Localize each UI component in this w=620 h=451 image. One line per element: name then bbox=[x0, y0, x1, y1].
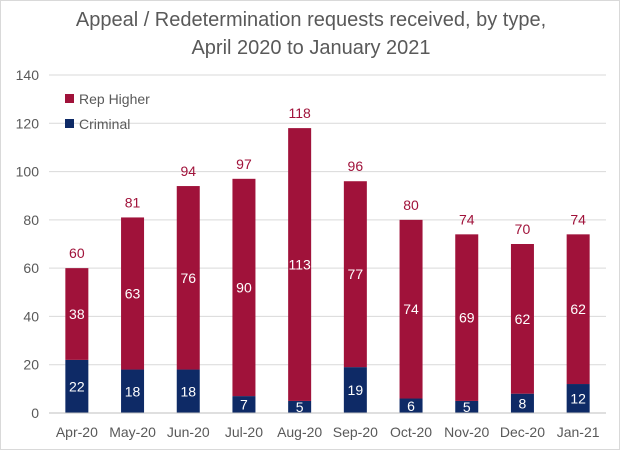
segment-value-label: 77 bbox=[348, 266, 364, 282]
bar-rep-higher bbox=[343, 181, 367, 368]
bar-criminal bbox=[510, 393, 534, 413]
y-tick-label: 80 bbox=[23, 212, 39, 228]
x-tick-label: Apr-20 bbox=[56, 424, 98, 440]
segment-value-label: 22 bbox=[69, 378, 85, 394]
bar-rep-higher bbox=[232, 178, 256, 397]
y-tick-label: 120 bbox=[16, 115, 40, 131]
bar-rep-higher bbox=[288, 128, 312, 401]
y-tick-label: 100 bbox=[16, 164, 40, 180]
segment-value-label: 69 bbox=[459, 310, 475, 326]
bar-criminal bbox=[399, 398, 423, 413]
x-tick-label: Jul-20 bbox=[225, 424, 263, 440]
legend-swatch bbox=[65, 94, 74, 103]
bar-criminal bbox=[455, 400, 479, 413]
total-value-label: 60 bbox=[69, 245, 85, 261]
bar-criminal bbox=[343, 367, 367, 413]
y-tick-label: 60 bbox=[23, 260, 39, 276]
segment-value-label: 18 bbox=[180, 383, 196, 399]
bar-criminal bbox=[65, 359, 89, 413]
segment-value-label: 6 bbox=[407, 398, 415, 414]
x-tick-label: Aug-20 bbox=[277, 424, 322, 440]
y-tick-label: 0 bbox=[31, 405, 39, 421]
legend-swatch bbox=[65, 119, 74, 128]
bar-criminal bbox=[288, 400, 312, 413]
y-tick-label: 140 bbox=[16, 67, 40, 83]
segment-value-label: 76 bbox=[180, 270, 196, 286]
y-tick-label: 40 bbox=[23, 308, 39, 324]
segment-value-label: 5 bbox=[463, 399, 471, 415]
segment-value-label: 38 bbox=[69, 306, 85, 322]
segment-value-label: 63 bbox=[125, 285, 141, 301]
bar-rep-higher bbox=[65, 268, 89, 360]
x-tick-label: Dec-20 bbox=[500, 424, 545, 440]
bar-rep-higher bbox=[399, 219, 423, 399]
bar-rep-higher bbox=[455, 234, 479, 401]
bars bbox=[65, 128, 590, 413]
legend: Rep Higher Criminal bbox=[65, 91, 150, 132]
x-tick-label: May-20 bbox=[109, 424, 156, 440]
chart-title-line-2: April 2020 to January 2021 bbox=[191, 37, 431, 59]
x-tick-label: Jan-21 bbox=[557, 424, 600, 440]
total-value-label: 70 bbox=[515, 221, 531, 237]
bar-criminal bbox=[232, 396, 256, 413]
segment-value-label: 62 bbox=[570, 301, 586, 317]
bar-rep-higher bbox=[121, 217, 145, 370]
legend-label: Criminal bbox=[79, 116, 130, 132]
segment-value-label: 74 bbox=[403, 301, 419, 317]
segment-value-label: 19 bbox=[348, 382, 364, 398]
segment-value-label: 113 bbox=[288, 257, 311, 273]
segment-value-label: 90 bbox=[236, 279, 252, 295]
axes: 0 20 40 60 80 100 120 140 Apr-20 May-20 Jun-20 Jul-… bbox=[16, 67, 606, 440]
bar-rep-higher bbox=[510, 244, 534, 394]
x-tick-label: Sep-20 bbox=[333, 424, 378, 440]
total-value-label: 74 bbox=[570, 211, 586, 227]
segment-value-label: 5 bbox=[296, 399, 304, 415]
bar-criminal bbox=[121, 369, 145, 413]
segment-value-label: 18 bbox=[125, 383, 141, 399]
x-tick-label: Nov-20 bbox=[444, 424, 489, 440]
segment-value-label: 8 bbox=[519, 395, 527, 411]
total-value-label: 81 bbox=[125, 194, 141, 210]
total-value-label: 94 bbox=[180, 163, 196, 179]
x-tick-label: Oct-20 bbox=[390, 424, 432, 440]
x-tick-label: Jun-20 bbox=[167, 424, 210, 440]
legend-label: Rep Higher bbox=[79, 91, 150, 107]
total-value-label: 74 bbox=[459, 211, 475, 227]
y-tick-label: 20 bbox=[23, 357, 39, 373]
total-value-label: 80 bbox=[403, 197, 419, 213]
segment-value-label: 12 bbox=[570, 391, 586, 407]
bar-criminal bbox=[176, 369, 200, 413]
chart-title-line-1: Appeal / Redetermination requests receiv… bbox=[75, 9, 547, 31]
bar-rep-higher bbox=[566, 234, 590, 385]
data-labels: 22 38 60 18 63 81 18 76 94 7 90 97 5 113 118 19 77 96 6 74 8… bbox=[69, 105, 586, 415]
total-value-label: 97 bbox=[236, 156, 252, 172]
bar-criminal bbox=[566, 384, 590, 413]
total-value-label: 96 bbox=[348, 158, 364, 174]
segment-value-label: 62 bbox=[515, 311, 531, 327]
segment-value-label: 7 bbox=[240, 397, 248, 413]
bar-rep-higher bbox=[176, 186, 200, 370]
total-value-label: 118 bbox=[288, 105, 311, 121]
